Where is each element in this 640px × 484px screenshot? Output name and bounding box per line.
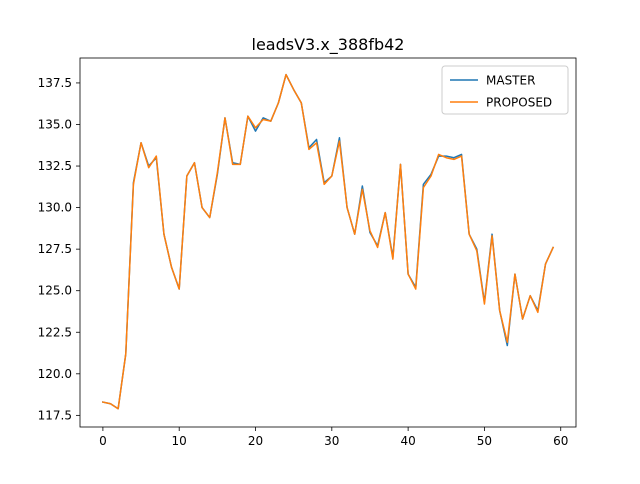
- series-layer: [79, 57, 577, 428]
- legend-label: MASTER: [486, 74, 535, 88]
- y-tick-label: 132.5: [38, 159, 72, 173]
- y-tick-label: 135.0: [38, 117, 72, 131]
- y-tick-label: 122.5: [38, 325, 72, 339]
- x-axis: 0 10 20 30 40 50 60: [99, 427, 568, 448]
- chart-title: leadsV3.x_388fb42: [252, 35, 405, 55]
- x-tick-label: 60: [553, 434, 568, 448]
- y-tick-label: 125.0: [38, 284, 72, 298]
- x-tick-label: 10: [172, 434, 187, 448]
- y-tick-label: 117.5: [38, 408, 72, 422]
- x-tick-label: 0: [99, 434, 107, 448]
- y-tick-label: 130.0: [38, 201, 72, 215]
- x-tick-label: 50: [477, 434, 492, 448]
- y-axis: 117.5 120.0 122.5 125.0 127.5 130.0 132.5 135.0…: [38, 76, 80, 422]
- y-tick-label: 120.0: [38, 367, 72, 381]
- x-tick-label: 30: [324, 434, 339, 448]
- plot-frame: [79, 57, 577, 428]
- legend-label: PROPOSED: [486, 96, 552, 110]
- x-tick-label: 40: [400, 434, 415, 448]
- series-line-proposed: [101, 73, 555, 410]
- legend: MASTER PROPOSED: [441, 65, 569, 115]
- y-tick-label: 127.5: [38, 242, 72, 256]
- y-tick-label: 137.5: [38, 76, 72, 90]
- x-tick-label: 20: [248, 434, 263, 448]
